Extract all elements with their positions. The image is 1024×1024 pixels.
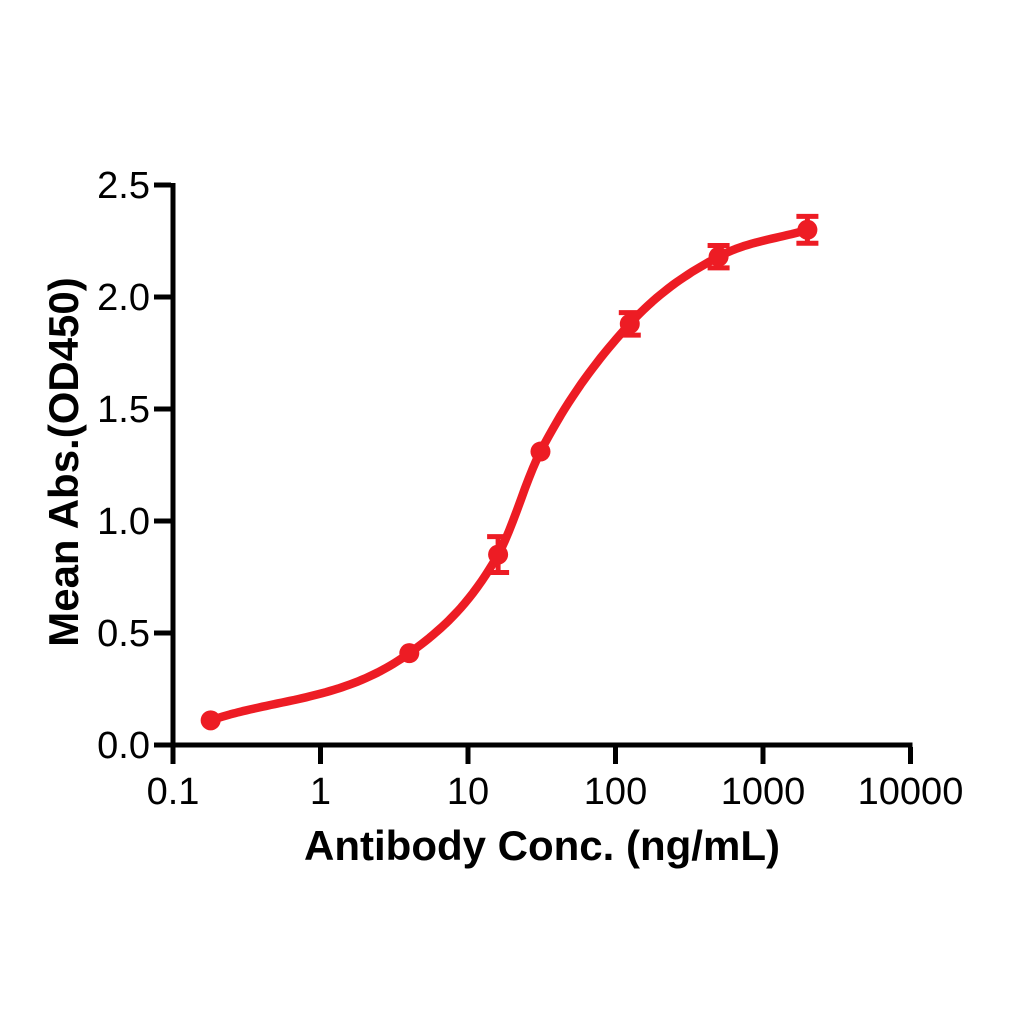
- y-tick-label: 0.0: [97, 725, 150, 767]
- x-axis-title: Antibody Conc. (ng/mL): [304, 822, 780, 869]
- x-tick-label: 0.1: [147, 771, 200, 813]
- y-tick-label: 0.5: [97, 613, 150, 655]
- x-tick-label: 10000: [858, 771, 964, 813]
- y-tick-label: 2.0: [97, 277, 150, 319]
- y-tick-label: 2.5: [97, 165, 150, 207]
- x-tick-label: 100: [584, 771, 647, 813]
- y-axis-title: Mean Abs.(OD450): [40, 277, 87, 647]
- x-tick-label: 10: [447, 771, 489, 813]
- data-point: [797, 219, 818, 240]
- y-tick-label: 1.0: [97, 501, 150, 543]
- x-tick-label: 1000: [721, 771, 806, 813]
- fit-curve: [206, 225, 812, 725]
- data-point: [619, 313, 640, 334]
- x-tick-label: 1: [310, 771, 331, 813]
- data-point: [708, 246, 729, 267]
- data-point: [530, 441, 551, 462]
- data-point: [488, 544, 509, 565]
- data-point: [399, 643, 420, 664]
- y-tick-label: 1.5: [97, 389, 150, 431]
- data-point: [200, 710, 221, 731]
